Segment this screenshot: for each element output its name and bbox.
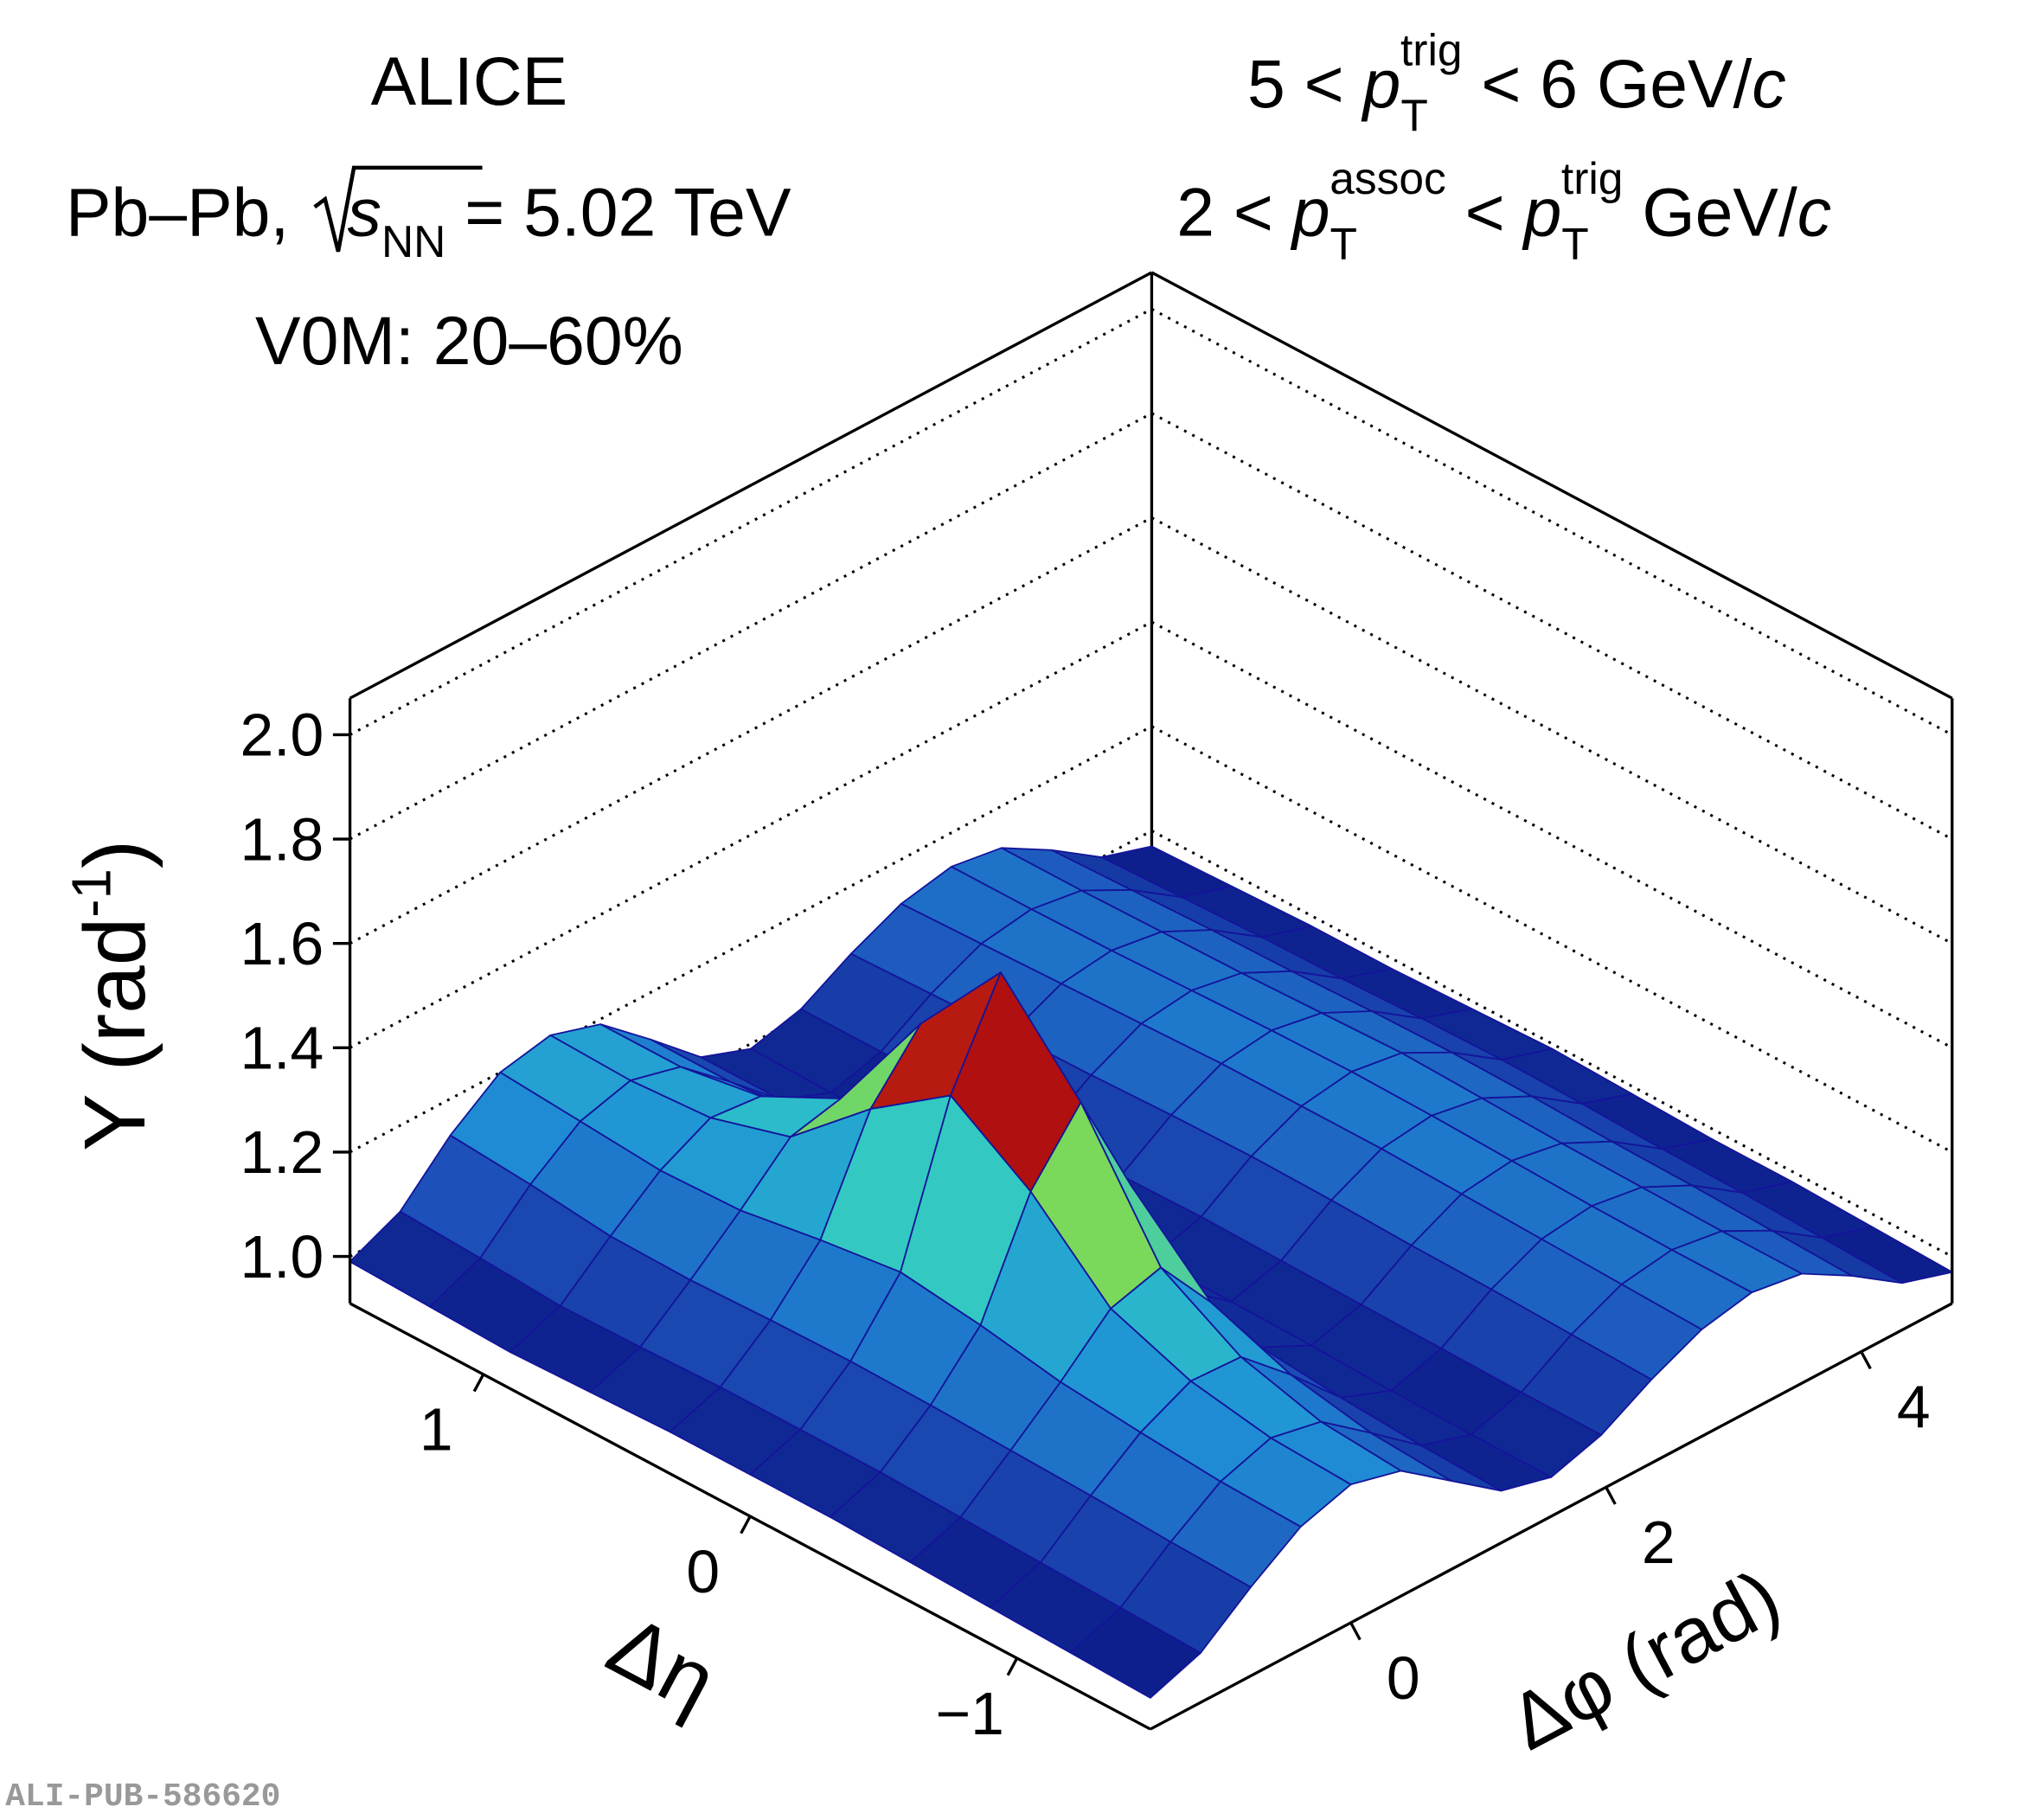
x-tick [1349, 1622, 1362, 1641]
text: Pb–Pb, [66, 175, 308, 251]
y-tick-label: −1 [935, 1680, 1003, 1747]
axis-line [1150, 271, 1953, 700]
text: < [1446, 175, 1524, 251]
system-label: Pb–Pb, sNN = 5.02 TeV [66, 175, 791, 266]
sqrt-sign [313, 165, 483, 253]
y-tick [472, 1374, 485, 1393]
text: trig [1561, 153, 1624, 203]
text: GeV/ [1623, 175, 1797, 251]
axis-line [1150, 1302, 1953, 1731]
text: < 6 GeV/ [1463, 46, 1752, 122]
text: T [1330, 219, 1357, 269]
z-tick-label: 1.0 [240, 1223, 324, 1291]
watermark: ALI-PUB-586620 [5, 1778, 280, 1813]
centrality: V0M: 20–60% [255, 303, 683, 379]
y-tick-label: 1 [420, 1396, 453, 1464]
associated-label: 2 < pTassoc < pTtrig GeV/c [1176, 153, 1831, 269]
x-tick [1860, 1350, 1872, 1370]
text: assoc [1330, 153, 1446, 203]
x-tick [1605, 1486, 1617, 1505]
text: p [1291, 175, 1330, 251]
z-tick-label: 1.8 [240, 805, 324, 873]
text: 2 < [1176, 175, 1292, 251]
collaboration: ALICE [371, 43, 568, 119]
z-tick-label: 1.6 [240, 910, 324, 977]
text: c [1752, 46, 1785, 122]
text: Y (rad [67, 918, 163, 1151]
surface [349, 845, 1953, 1699]
text: -1 [61, 868, 122, 918]
x-tick-label: 4 [1897, 1373, 1931, 1440]
text: p [1522, 175, 1561, 251]
x-tick-label: 2 [1642, 1509, 1676, 1576]
axes-box [349, 271, 1953, 1258]
text: T [1561, 219, 1588, 269]
axis-line [349, 271, 1153, 700]
text: p [1362, 46, 1401, 122]
trigger-label: 5 < pTtrig < 6 GeV/c [1247, 25, 1786, 141]
text: NN [381, 216, 445, 266]
text: ) [67, 840, 163, 868]
axes-frame: 1.0 1.2 1.4 1.6 1.8 2.0 −1 0 1 0 2 4 [240, 698, 1954, 1747]
y-tick-label: 0 [686, 1538, 720, 1605]
y-tick [740, 1515, 752, 1534]
z-tick-label: 2.0 [240, 701, 324, 769]
text: T [1400, 90, 1427, 140]
z-tick-label: 1.4 [240, 1015, 324, 1082]
text: 5 < [1247, 46, 1363, 122]
x-tick-label: 0 [1387, 1644, 1420, 1712]
z-axis-title: Y (rad-1) [61, 840, 163, 1151]
text: = 5.02 TeV [445, 175, 791, 251]
z-tick-label: 1.2 [240, 1118, 324, 1186]
y-tick [1006, 1657, 1019, 1676]
surface-cell [1069, 1606, 1201, 1699]
text: s [348, 175, 381, 251]
text: c [1797, 175, 1831, 251]
text: trig [1400, 25, 1463, 75]
